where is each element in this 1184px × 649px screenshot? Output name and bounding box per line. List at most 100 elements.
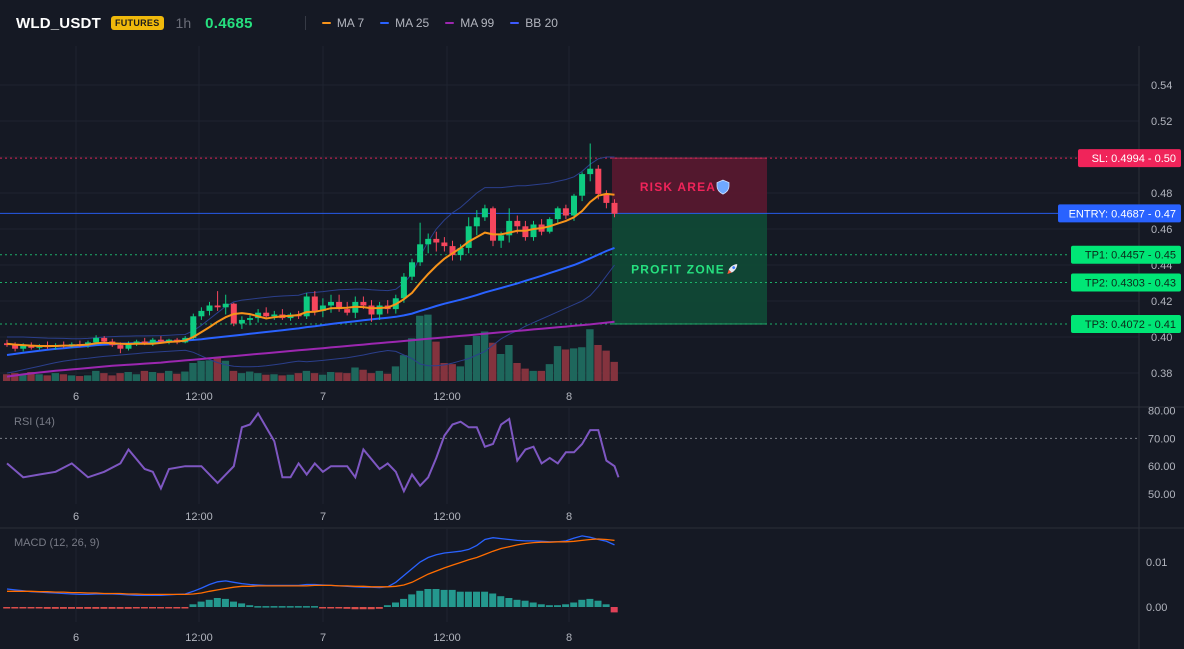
volume-bar	[561, 349, 570, 381]
volume-bar	[327, 372, 335, 381]
macd-histogram-bar	[359, 607, 367, 610]
macd-histogram-bar	[570, 602, 578, 607]
tp1-label[interactable]: TP1: 0.4457 - 0.45	[1071, 245, 1181, 264]
candle[interactable]	[554, 206, 561, 225]
candle[interactable]	[449, 240, 456, 261]
candle[interactable]	[595, 165, 602, 200]
candle[interactable]	[271, 310, 278, 320]
volume-bar	[432, 341, 440, 381]
candle[interactable]	[473, 210, 480, 236]
candle[interactable]	[279, 309, 286, 320]
candle[interactable]	[530, 220, 537, 241]
candle-body	[12, 345, 19, 349]
macd-histogram-bar	[408, 594, 416, 607]
ma99-line	[6, 320, 615, 378]
candle[interactable]	[263, 307, 270, 319]
candle[interactable]	[190, 313, 197, 340]
volume-bar	[383, 373, 392, 381]
macd-x-tick: 6	[73, 632, 79, 644]
candle[interactable]	[465, 217, 472, 254]
candle[interactable]	[400, 273, 407, 303]
volume-bar	[254, 373, 262, 381]
candle[interactable]	[319, 298, 326, 318]
candle[interactable]	[409, 258, 415, 281]
candle[interactable]	[222, 294, 229, 315]
macd-histogram-bar	[327, 607, 335, 609]
tp3-label-bg	[1071, 315, 1181, 334]
macd-histogram-bar	[132, 607, 140, 609]
candle[interactable]	[417, 222, 424, 266]
macd-histogram-bar	[529, 602, 537, 607]
macd-histogram-bar	[416, 590, 424, 607]
candle[interactable]	[206, 301, 213, 316]
legend-ma7[interactable]: MA 7	[321, 16, 365, 30]
legend-ma99[interactable]: MA 99	[445, 16, 494, 30]
futures-badge: FUTURES	[110, 16, 164, 30]
candle[interactable]	[611, 199, 618, 218]
candle[interactable]	[506, 208, 513, 243]
candle[interactable]	[376, 301, 383, 320]
macd-histogram-bar	[521, 600, 529, 607]
rsi-title: RSI (14)	[14, 416, 55, 428]
volume-bar	[594, 345, 602, 381]
volume-bar	[408, 338, 416, 381]
tp2-label[interactable]: TP2: 0.4303 - 0.43	[1071, 273, 1181, 292]
price-x-tick: 6	[73, 391, 79, 403]
ma25-line	[6, 246, 615, 356]
profit-zone	[612, 213, 767, 325]
candle-body	[20, 345, 27, 349]
candle[interactable]	[425, 233, 432, 254]
candle[interactable]	[328, 294, 334, 313]
candle[interactable]	[336, 294, 343, 312]
volume-bar	[173, 373, 181, 381]
macd-x-tick: 7	[320, 632, 326, 644]
macd-histogram-bar	[100, 607, 108, 609]
candle[interactable]	[562, 204, 569, 220]
tp3-label[interactable]: TP3: 0.4072 - 0.41	[1071, 315, 1181, 334]
ma99-swatch	[445, 22, 455, 24]
candle[interactable]	[238, 316, 245, 329]
legend-ma25[interactable]: MA 25	[380, 16, 429, 30]
candle[interactable]	[214, 291, 221, 311]
candlesticks	[4, 143, 618, 354]
volume-bar	[375, 370, 383, 381]
profit-zone-label: PROFIT ZONE	[631, 262, 725, 276]
candle[interactable]	[433, 231, 440, 252]
candle[interactable]	[441, 237, 448, 252]
candle[interactable]	[587, 143, 594, 182]
entry-label-bg	[1058, 204, 1181, 223]
macd-histogram-bar	[578, 599, 586, 607]
candle[interactable]	[490, 206, 496, 247]
legend-ma7-label: MA 7	[336, 16, 365, 30]
candle[interactable]	[198, 307, 205, 320]
volume-bar	[246, 371, 254, 381]
candle[interactable]	[368, 300, 375, 322]
volume-bar	[116, 373, 124, 381]
legend-bb20[interactable]: BB 20	[510, 16, 558, 30]
candle[interactable]	[149, 337, 156, 346]
volume-bar	[11, 373, 19, 381]
macd-histogram-bar	[108, 607, 116, 609]
candle[interactable]	[303, 292, 310, 319]
macd-histogram-bar	[124, 607, 132, 609]
macd-signal-line	[7, 538, 615, 596]
rsi-x-tick: 12:00	[433, 511, 461, 523]
symbol-name[interactable]: WLD_USDT	[16, 14, 101, 32]
candle[interactable]	[247, 314, 253, 326]
entry-label[interactable]: ENTRY: 0.4687 - 0.47	[1058, 204, 1181, 223]
candle[interactable]	[481, 204, 488, 221]
candle-body	[117, 345, 124, 349]
candle-body	[263, 312, 270, 317]
candle[interactable]	[579, 172, 586, 202]
timeframe-label[interactable]: 1h	[175, 15, 192, 31]
candle-body	[166, 339, 172, 342]
rsi-axis-tick: 80.00	[1148, 406, 1176, 418]
macd-histogram-bar	[464, 591, 472, 607]
macd-title: MACD (12, 26, 9)	[14, 537, 100, 549]
candle-body	[562, 208, 569, 216]
candle-body	[409, 262, 415, 277]
macd-histogram-bar	[149, 607, 156, 609]
sl-label[interactable]: SL: 0.4994 - 0.50	[1078, 149, 1181, 168]
macd-histogram-bar	[586, 598, 594, 607]
